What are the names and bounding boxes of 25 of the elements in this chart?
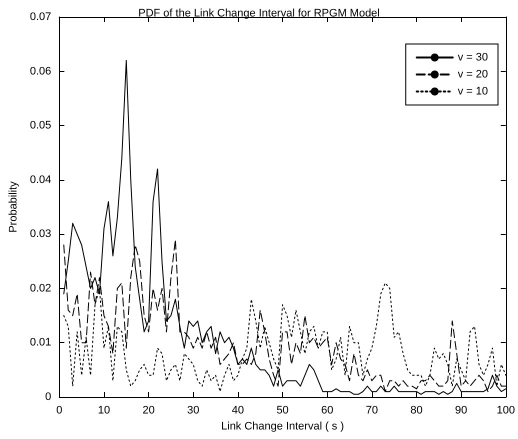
x-tick-label: 100	[496, 404, 516, 416]
y-tick-label: 0.01	[30, 336, 52, 349]
y-tick-label: 0.02	[30, 282, 52, 294]
x-tick-label: 60	[321, 404, 334, 416]
x-tick-label: 70	[366, 404, 378, 416]
x-tick-label: 80	[410, 404, 423, 416]
y-tick-label: 0.07	[30, 11, 52, 23]
y-tick-label: 0.05	[30, 120, 52, 132]
chart-title: PDF of the Link Change Interval for RPGM Model	[138, 8, 380, 20]
y-tick-label: 0.04	[30, 174, 52, 186]
y-tick-label: 0.06	[30, 65, 52, 78]
x-tick-label: 30	[187, 404, 200, 416]
y-axis-title: Probability	[8, 180, 20, 233]
x-tick-label: 0	[56, 404, 62, 416]
y-tick-label: 0.03	[30, 228, 52, 240]
x-tick-label: 50	[276, 404, 289, 416]
y-tick-label: 0	[45, 391, 52, 403]
x-tick-label: 40	[232, 404, 244, 416]
x-tick-label: 10	[98, 404, 110, 416]
x-tick-label: 20	[142, 404, 155, 416]
x-tick-label: 90	[455, 404, 468, 416]
legend-label: v = 30	[458, 52, 488, 64]
legend-label: v = 20	[458, 68, 488, 80]
x-axis-title: Link Change Interval ( s )	[221, 420, 344, 432]
legend-label: v = 10	[458, 86, 488, 98]
